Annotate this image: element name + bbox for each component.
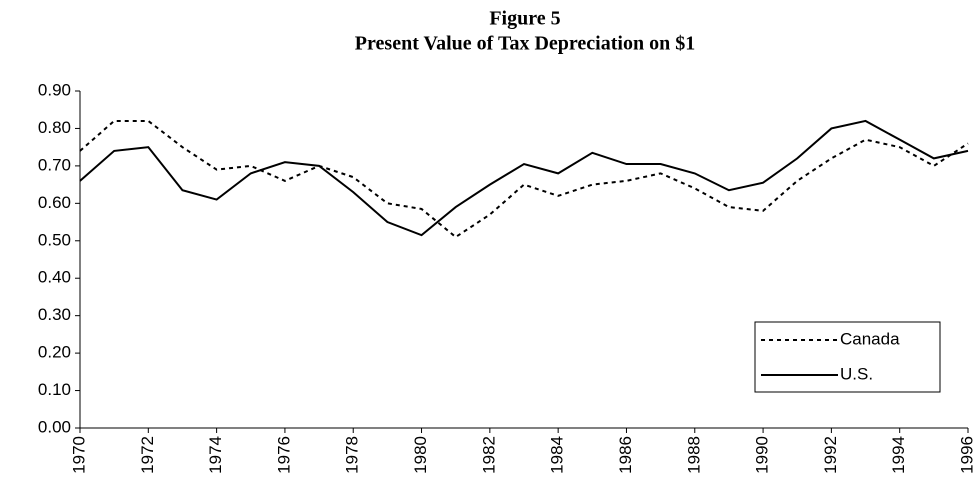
- x-tick-label: 1992: [821, 436, 840, 474]
- x-tick-label: 1984: [548, 436, 567, 474]
- legend-label: U.S.: [840, 364, 873, 383]
- y-tick-label: 0.10: [38, 380, 71, 399]
- x-tick-label: 1994: [889, 436, 908, 474]
- x-tick-label: 1972: [138, 436, 157, 474]
- x-tick-label: 1996: [957, 436, 976, 474]
- y-tick-label: 0.30: [38, 305, 71, 324]
- y-tick-label: 0.80: [38, 118, 71, 137]
- data-line: [79, 119, 969, 239]
- chart-title: Figure 5: [489, 8, 560, 30]
- y-tick-label: 0.50: [38, 230, 71, 249]
- y-tick-label: 0.00: [38, 417, 71, 436]
- x-tick-label: 1974: [206, 436, 225, 474]
- y-tick-label: 0.40: [38, 268, 71, 287]
- x-tick-label: 1982: [479, 436, 498, 474]
- x-tick-label: 1978: [343, 436, 362, 474]
- x-tick-label: 1976: [274, 436, 293, 474]
- x-tick-label: 1990: [753, 436, 772, 474]
- x-tick-label: 1970: [69, 436, 88, 474]
- x-tick-label: 1980: [411, 436, 430, 474]
- y-tick-label: 0.90: [38, 80, 71, 99]
- chart-subtitle: Present Value of Tax Depreciation on $1: [355, 33, 695, 55]
- y-tick-label: 0.60: [38, 193, 71, 212]
- data-line: [79, 119, 969, 237]
- x-tick-label: 1986: [616, 436, 635, 474]
- x-tick-label: 1988: [684, 436, 703, 474]
- legend-label: Canada: [840, 329, 900, 348]
- y-tick-label: 0.70: [38, 155, 71, 174]
- y-tick-label: 0.20: [38, 343, 71, 362]
- legend-box: [754, 321, 941, 393]
